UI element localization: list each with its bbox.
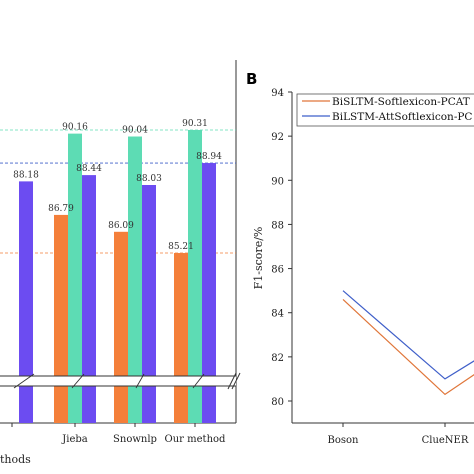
- panel-b-y-axis-label: F1-score/%: [252, 227, 265, 290]
- bar-2-1: [82, 175, 96, 376]
- break-mark-3: [192, 373, 205, 389]
- bar-lower-2-2: [142, 386, 156, 423]
- legend-label-1: BiLSTM-AttSoftlexicon-PC: [332, 111, 472, 123]
- x-tick-label-2: Snownlp: [113, 434, 157, 445]
- bar-0-1: [54, 214, 68, 376]
- y-tick-label-5: 90: [271, 176, 284, 187]
- panel-b-line-chart: B 80 82 84 86 88 90 92 94 F1-score/% Boson ClueNER…: [246, 70, 474, 446]
- bar-lower-0-1: [54, 386, 68, 423]
- y-tick-label-1: 82: [271, 353, 284, 364]
- bar-lower-0-3: [174, 386, 188, 423]
- legend-label-0: BiSLTM-Softlexicon-PCAT: [332, 96, 470, 108]
- bar-lower-2-1: [82, 386, 96, 423]
- data-label-3-0: 85.21: [168, 242, 194, 252]
- bar-lower-2-0: [19, 386, 33, 423]
- y-tick-label-2: 84: [271, 309, 284, 320]
- y-tick-label-3: 86: [271, 265, 284, 276]
- data-label-2-0: 86.09: [108, 221, 134, 231]
- bar-0-3: [174, 253, 188, 376]
- y-tick-label-6: 92: [271, 132, 284, 143]
- x-tick-label-3: Our method: [165, 434, 226, 445]
- legend-box: [296, 93, 474, 127]
- x-tick-label-1: Jieba: [61, 434, 88, 445]
- bar-2-0: [19, 181, 33, 376]
- bar-lower-1-2: [128, 386, 142, 423]
- bar-lower-1-3: [188, 386, 202, 423]
- panel-a-bar-chart: 88.18 86.79 90.16 88.44 86.09 90.04 88.03 85.21…: [0, 60, 241, 466]
- y-tick-label-0: 80: [271, 397, 284, 408]
- bar-1-2: [128, 136, 142, 376]
- panel-b-label: B: [246, 70, 257, 88]
- series-line-0: [342, 299, 474, 396]
- bar-2-3: [202, 163, 216, 376]
- data-label-1-1: 90.16: [62, 123, 88, 133]
- bar-1-1: [68, 133, 82, 376]
- y-tick-label-4: 88: [271, 220, 284, 231]
- data-label-0-2: 88.18: [13, 170, 39, 180]
- y-tick-label-7: 94: [271, 88, 284, 99]
- data-label-1-2: 88.44: [76, 164, 102, 174]
- b-x-tick-label-0: Boson: [328, 435, 360, 446]
- break-mark-0: [13, 373, 35, 389]
- data-label-1-0: 86.79: [48, 204, 74, 214]
- bar-1-3: [188, 130, 202, 376]
- break-mark-1: [71, 373, 85, 389]
- data-label-3-2: 88.94: [196, 152, 222, 162]
- b-x-tick-label-1: ClueNER: [422, 435, 469, 446]
- series-line-1: [342, 290, 474, 380]
- break-mark-right-2: [231, 372, 241, 390]
- bar-lower-2-3: [202, 386, 216, 423]
- bar-2-2: [142, 185, 156, 376]
- data-label-3-1: 90.31: [182, 119, 208, 129]
- break-mark-right-1: [227, 372, 237, 390]
- data-label-2-1: 90.04: [122, 126, 148, 136]
- axis-break-band: [0, 376, 236, 386]
- bar-0-2: [114, 231, 128, 376]
- panel-a-x-axis-label: thods: [0, 453, 31, 466]
- bar-lower-0-2: [114, 386, 128, 423]
- data-label-2-2: 88.03: [136, 174, 162, 184]
- break-mark-2: [135, 373, 145, 389]
- bar-lower-1-1: [68, 386, 82, 423]
